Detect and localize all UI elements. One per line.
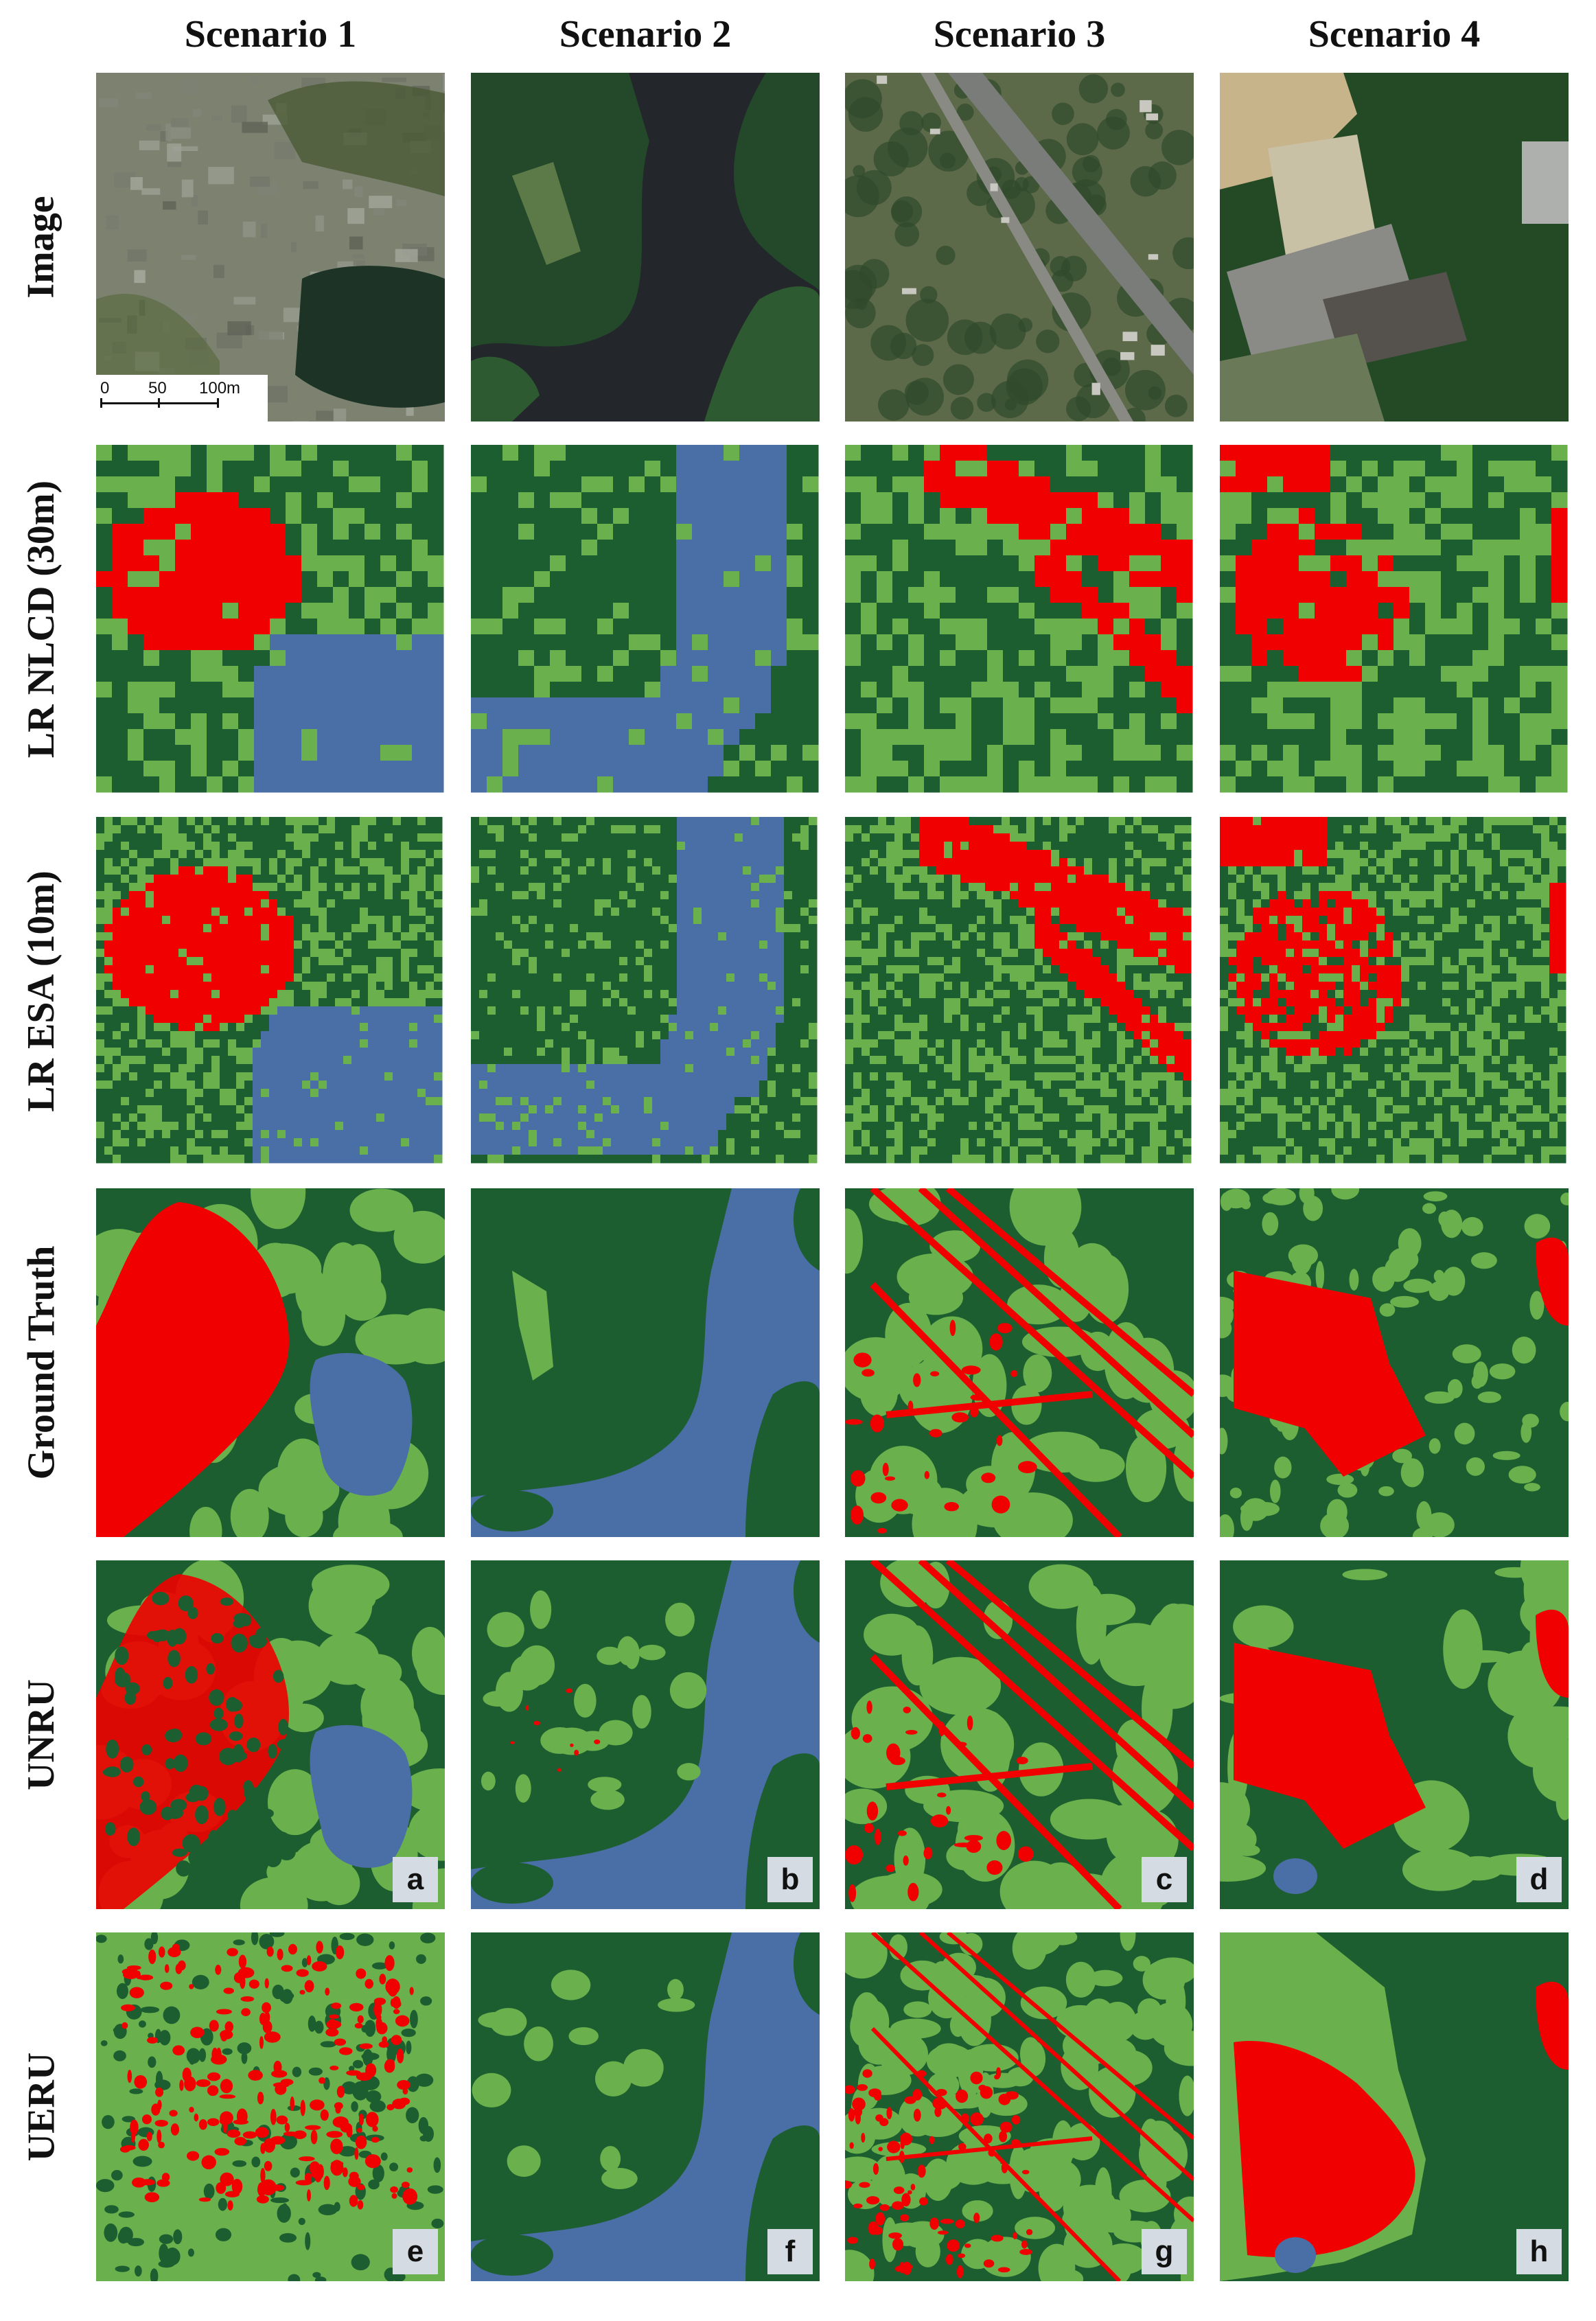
panel-ground-truth-scenario-2 [471, 1188, 820, 1537]
column-heading-scenario-4: Scenario 4 [1308, 13, 1481, 56]
panel-image-scenario-1: 0 50 100m [96, 73, 445, 422]
row-heading-unru: UNRU [20, 1679, 63, 1790]
land-cover-map-2 [471, 1188, 820, 1537]
panel-ground-truth-scenario-4 [1220, 1188, 1569, 1537]
row-heading-ground-truth: Ground Truth [20, 1245, 62, 1480]
panel-lr-esa-10m-scenario-4 [1220, 817, 1569, 1166]
land-cover-map-1 [96, 1560, 445, 1909]
land-cover-map-2 [471, 445, 819, 793]
land-cover-map-4 [1220, 1932, 1569, 2281]
panel-label-f: f [767, 2229, 813, 2274]
panel-lr-esa-10m-scenario-2 [471, 817, 820, 1166]
land-cover-map-2 [471, 817, 818, 1164]
satellite-image-4 [1220, 73, 1569, 422]
land-cover-map-4 [1220, 1188, 1569, 1537]
land-cover-map-4 [1220, 445, 1568, 793]
panel-ground-truth-scenario-1 [96, 1188, 445, 1537]
land-cover-map-3 [845, 1560, 1194, 1909]
panel-lr-nlcd-30m-scenario-4 [1220, 445, 1569, 794]
panel-label-d: d [1516, 1857, 1562, 1902]
panel-label-b: b [767, 1857, 813, 1902]
scale-bar-tick [217, 398, 219, 408]
panel-label-c: c [1142, 1857, 1187, 1902]
panel-image-scenario-2 [471, 73, 820, 422]
panel-unru-scenario-4: d [1220, 1560, 1569, 1909]
panel-label-e: e [393, 2229, 438, 2274]
land-cover-map-1 [96, 817, 443, 1164]
row-heading-lr-nlcd-30m: LR NLCD (30m) [20, 480, 63, 759]
panel-ueru-scenario-2: f [471, 1932, 820, 2281]
land-cover-map-3 [845, 1932, 1194, 2281]
panel-label-g: g [1142, 2229, 1187, 2274]
land-cover-map-1 [96, 1932, 445, 2281]
panel-label-a: a [393, 1857, 438, 1902]
scale-bar: 0 50 100m [96, 375, 268, 422]
panel-image-scenario-4 [1220, 73, 1569, 422]
panel-lr-nlcd-30m-scenario-3 [845, 445, 1194, 794]
scale-bar-tick [158, 398, 160, 408]
column-heading-scenario-2: Scenario 2 [559, 13, 732, 56]
satellite-image-3 [845, 73, 1194, 422]
panel-unru-scenario-3: c [845, 1560, 1194, 1909]
land-cover-map-4 [1220, 817, 1566, 1164]
panel-ground-truth-scenario-3 [845, 1188, 1194, 1537]
row-heading-image: Image [20, 196, 63, 299]
land-cover-map-3 [845, 1188, 1194, 1537]
scale-bar-tick [100, 398, 102, 408]
land-cover-map-3 [845, 445, 1193, 793]
panel-unru-scenario-1: a [96, 1560, 445, 1909]
satellite-image-1 [96, 73, 445, 422]
land-cover-map-3 [845, 817, 1192, 1164]
panel-ueru-scenario-4: h [1220, 1932, 1569, 2281]
panel-unru-scenario-2: b [471, 1560, 820, 1909]
row-heading-lr-esa-10m: LR ESA (10m) [20, 870, 62, 1112]
scale-bar-label: 50 [148, 379, 167, 397]
panel-ueru-scenario-3: g [845, 1932, 1194, 2281]
panel-lr-nlcd-30m-scenario-2 [471, 445, 820, 794]
column-heading-scenario-1: Scenario 1 [184, 13, 357, 56]
panel-lr-esa-10m-scenario-1 [96, 817, 445, 1166]
land-cover-map-1 [96, 445, 444, 793]
land-cover-map-2 [471, 1560, 820, 1909]
land-cover-map-2 [471, 1932, 820, 2281]
land-cover-map-4 [1220, 1560, 1569, 1909]
scale-bar-label: 0 [100, 379, 110, 397]
panel-lr-esa-10m-scenario-3 [845, 817, 1194, 1166]
column-heading-scenario-3: Scenario 3 [933, 13, 1106, 56]
row-heading-ueru: UERU [20, 2052, 62, 2162]
panel-ueru-scenario-1: e [96, 1932, 445, 2281]
panel-lr-nlcd-30m-scenario-1 [96, 445, 445, 794]
panel-image-scenario-3 [845, 73, 1194, 422]
land-cover-map-1 [96, 1188, 445, 1537]
scale-bar-label: 100m [199, 379, 241, 397]
satellite-image-2 [471, 73, 820, 422]
panel-label-h: h [1516, 2229, 1562, 2274]
